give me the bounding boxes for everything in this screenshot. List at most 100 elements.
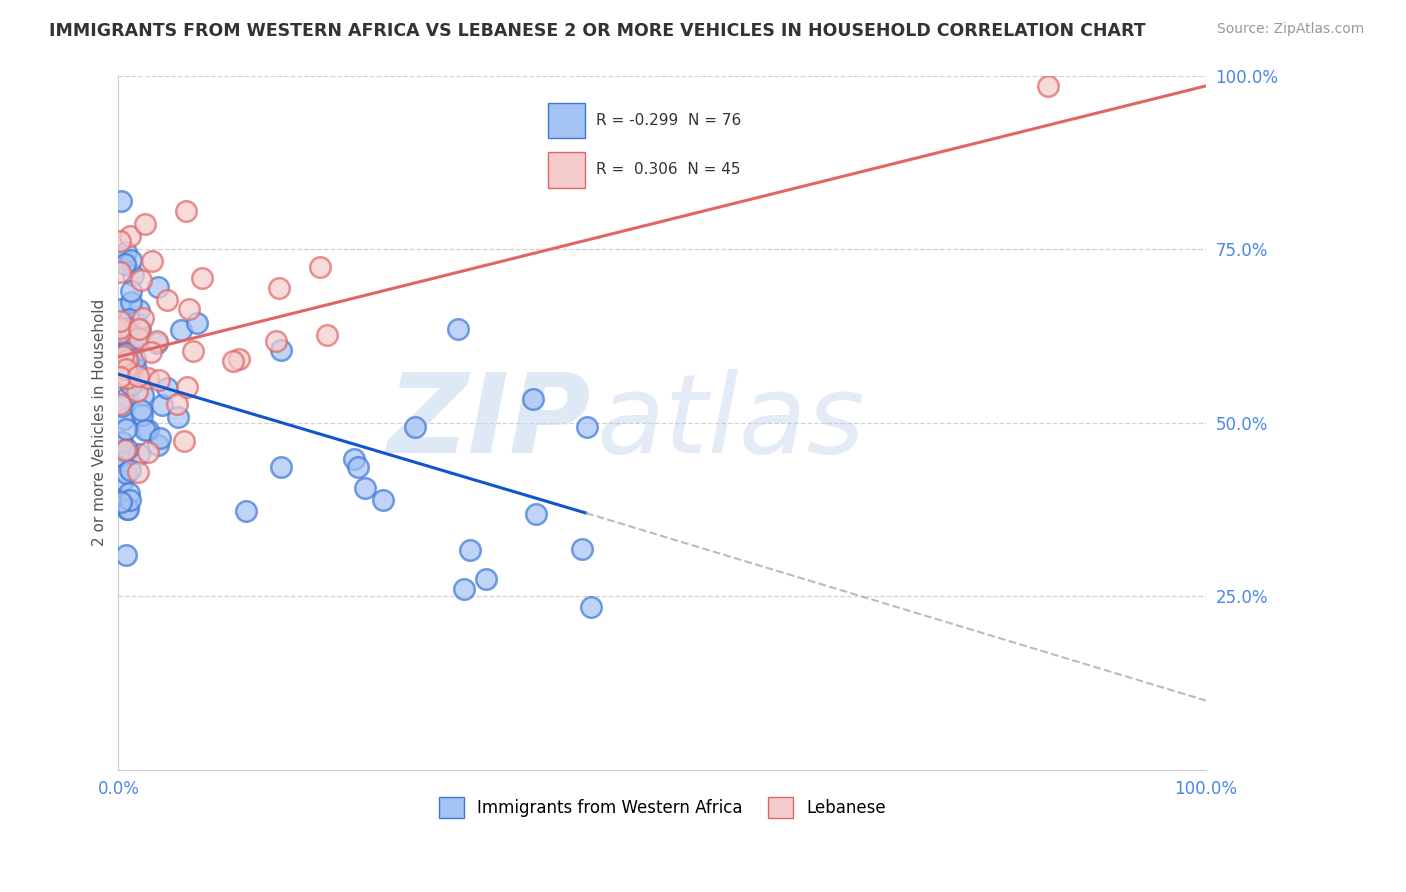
Point bbox=[316, 327, 339, 342]
Point bbox=[112, 366, 135, 380]
Point bbox=[1036, 78, 1059, 93]
Point bbox=[108, 321, 131, 335]
Legend: Immigrants from Western Africa, Lebanese: Immigrants from Western Africa, Lebanese bbox=[432, 790, 893, 824]
Point bbox=[112, 368, 135, 383]
Point bbox=[347, 459, 370, 474]
Point bbox=[121, 364, 143, 378]
Point bbox=[170, 323, 193, 337]
Point bbox=[118, 334, 141, 348]
Point bbox=[108, 314, 131, 328]
Text: IMMIGRANTS FROM WESTERN AFRICA VS LEBANESE 2 OR MORE VEHICLES IN HOUSEHOLD CORRE: IMMIGRANTS FROM WESTERN AFRICA VS LEBANE… bbox=[49, 22, 1146, 40]
Point bbox=[115, 345, 138, 359]
Text: atlas: atlas bbox=[598, 369, 866, 476]
Point bbox=[166, 396, 188, 410]
Point bbox=[146, 438, 169, 452]
Point bbox=[108, 325, 131, 339]
Point bbox=[575, 419, 598, 434]
Point bbox=[120, 378, 142, 392]
Point bbox=[110, 301, 132, 316]
Point bbox=[124, 314, 146, 328]
Point bbox=[136, 423, 159, 437]
Point bbox=[173, 434, 195, 449]
Point bbox=[353, 481, 375, 495]
Point bbox=[112, 412, 135, 426]
Point bbox=[571, 542, 593, 557]
Point bbox=[267, 281, 290, 295]
Point bbox=[146, 336, 169, 351]
Point bbox=[114, 257, 136, 271]
Point bbox=[132, 388, 155, 402]
Point bbox=[134, 423, 156, 437]
Point bbox=[228, 351, 250, 366]
Point bbox=[117, 321, 139, 335]
Point bbox=[128, 302, 150, 317]
Point bbox=[343, 452, 366, 467]
Point bbox=[145, 334, 167, 348]
Point bbox=[115, 466, 138, 480]
Point bbox=[115, 549, 138, 563]
Point bbox=[110, 350, 132, 364]
Point bbox=[177, 301, 200, 316]
Point bbox=[264, 334, 287, 348]
Point bbox=[125, 330, 148, 344]
Point bbox=[149, 430, 172, 444]
Point bbox=[118, 492, 141, 507]
Point bbox=[125, 335, 148, 350]
Point bbox=[186, 316, 208, 330]
Point bbox=[122, 268, 145, 282]
Point bbox=[124, 352, 146, 367]
Point bbox=[150, 398, 173, 412]
Point bbox=[117, 353, 139, 368]
Point bbox=[127, 368, 149, 383]
Point bbox=[176, 204, 198, 219]
Point bbox=[110, 194, 132, 208]
Point bbox=[308, 260, 330, 274]
Point bbox=[112, 346, 135, 360]
Point bbox=[146, 280, 169, 294]
Point bbox=[136, 445, 159, 459]
Point bbox=[115, 371, 138, 385]
Point bbox=[156, 381, 179, 395]
Point bbox=[120, 228, 142, 243]
Point bbox=[131, 408, 153, 422]
Point bbox=[136, 371, 159, 385]
Point bbox=[108, 234, 131, 248]
Point bbox=[117, 501, 139, 516]
Point bbox=[117, 390, 139, 404]
Point bbox=[270, 343, 292, 357]
Point bbox=[453, 582, 475, 596]
Point bbox=[114, 442, 136, 457]
Point bbox=[111, 252, 134, 266]
Point bbox=[167, 409, 190, 424]
Point bbox=[110, 449, 132, 463]
Point bbox=[579, 599, 602, 614]
Point bbox=[474, 572, 496, 586]
Point bbox=[115, 501, 138, 516]
Point bbox=[125, 362, 148, 376]
Point bbox=[120, 294, 142, 309]
Point bbox=[371, 492, 394, 507]
Point bbox=[118, 485, 141, 500]
Point bbox=[128, 331, 150, 345]
Point bbox=[111, 434, 134, 449]
Point bbox=[447, 322, 470, 336]
Point bbox=[120, 284, 142, 298]
Point bbox=[129, 273, 152, 287]
Y-axis label: 2 or more Vehicles in Household: 2 or more Vehicles in Household bbox=[93, 299, 107, 547]
Point bbox=[115, 442, 138, 457]
Point bbox=[108, 397, 131, 411]
Point bbox=[148, 373, 170, 387]
Point bbox=[120, 252, 142, 267]
Point bbox=[118, 312, 141, 326]
Point bbox=[111, 399, 134, 413]
Point bbox=[115, 352, 138, 367]
Point bbox=[115, 362, 138, 376]
Point bbox=[141, 253, 163, 268]
Text: Source: ZipAtlas.com: Source: ZipAtlas.com bbox=[1216, 22, 1364, 37]
Point bbox=[111, 473, 134, 487]
Point bbox=[108, 370, 131, 384]
Point bbox=[222, 354, 245, 368]
Point bbox=[134, 217, 156, 231]
Point bbox=[404, 419, 426, 434]
Point bbox=[118, 463, 141, 477]
